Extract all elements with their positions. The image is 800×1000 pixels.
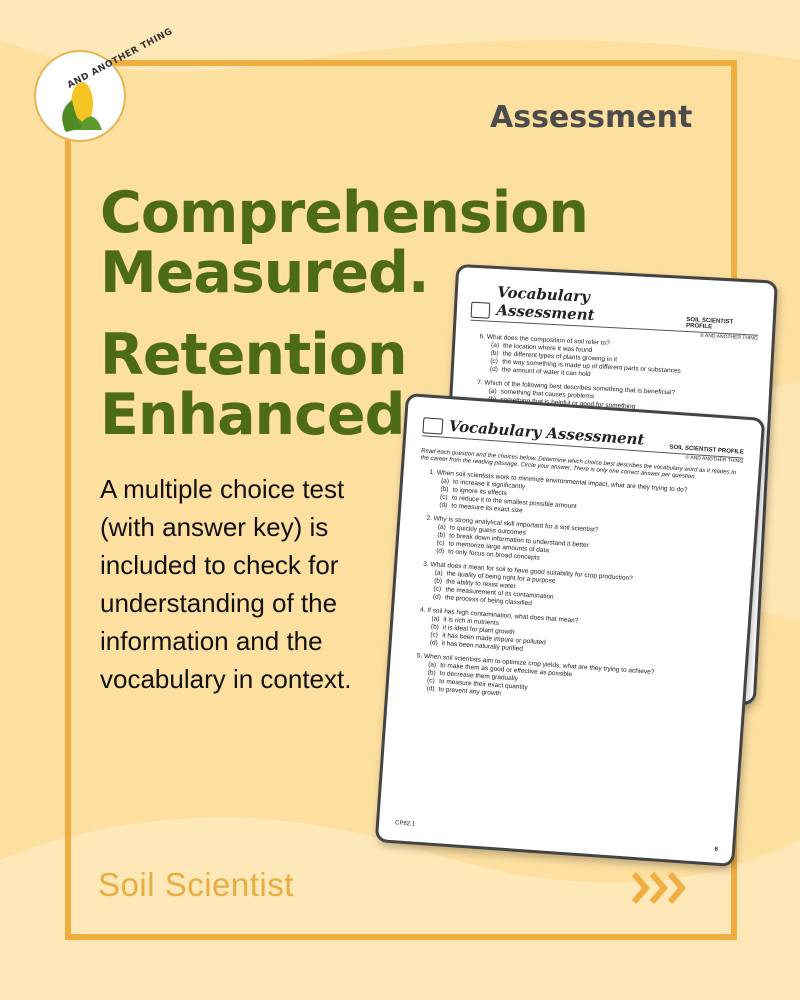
sheet-subtitle: SOIL SCIENTIST PROFILE <box>685 316 734 331</box>
corn-icon <box>62 82 102 132</box>
question-number: 5. <box>416 652 423 660</box>
section-label: Assessment <box>490 100 693 135</box>
question-number: 3. <box>422 560 429 568</box>
headline: Comprehension Measured. <box>100 180 589 306</box>
headline-line: Comprehension <box>100 180 589 246</box>
choice-letter: (d) <box>426 685 435 693</box>
question-number: 1. <box>429 468 436 477</box>
choice-letter: (d) <box>439 501 448 510</box>
description-line: included to check for <box>100 550 339 580</box>
chevrons <box>632 872 686 904</box>
logo: AND ANOTHER THING <box>34 27 175 142</box>
question-number: 4. <box>419 606 426 614</box>
sheet-icon <box>470 301 491 319</box>
question-number: 6. <box>479 333 486 341</box>
description-line: information and the <box>100 626 323 656</box>
sheet-code: CP82.1 <box>394 820 416 828</box>
worksheet-front: Vocabulary Assessment SOIL SCIENTIST PROF… <box>374 392 766 868</box>
headline: Retention Enhanced. <box>100 322 426 448</box>
question: 6. What does the composition of soil ref… <box>478 333 758 387</box>
question-number: 2. <box>426 514 433 523</box>
description-line: (with answer key) is <box>100 512 329 542</box>
description-line: vocabulary in context. <box>100 664 352 694</box>
description-line: understanding of the <box>100 588 338 618</box>
question-number: 7. <box>476 379 483 387</box>
page-number: 6 <box>714 846 719 853</box>
description-line: A multiple choice test <box>100 474 345 504</box>
choice-letter: (d) <box>429 639 438 647</box>
headline-line: Enhanced. <box>100 382 426 448</box>
headline-line: Measured. <box>100 240 430 306</box>
sheet-icon <box>422 417 444 435</box>
choice-letter: (d) <box>432 593 442 601</box>
choice-letter: (d) <box>489 365 498 374</box>
footer-title: Soil Scientist <box>98 866 294 903</box>
choice-letter: (d) <box>435 547 445 556</box>
description: A multiple choice test (with answer key) … <box>100 470 351 698</box>
headline-line: Retention <box>100 322 408 388</box>
sheet-title: Vocabulary Assessment <box>495 283 596 325</box>
